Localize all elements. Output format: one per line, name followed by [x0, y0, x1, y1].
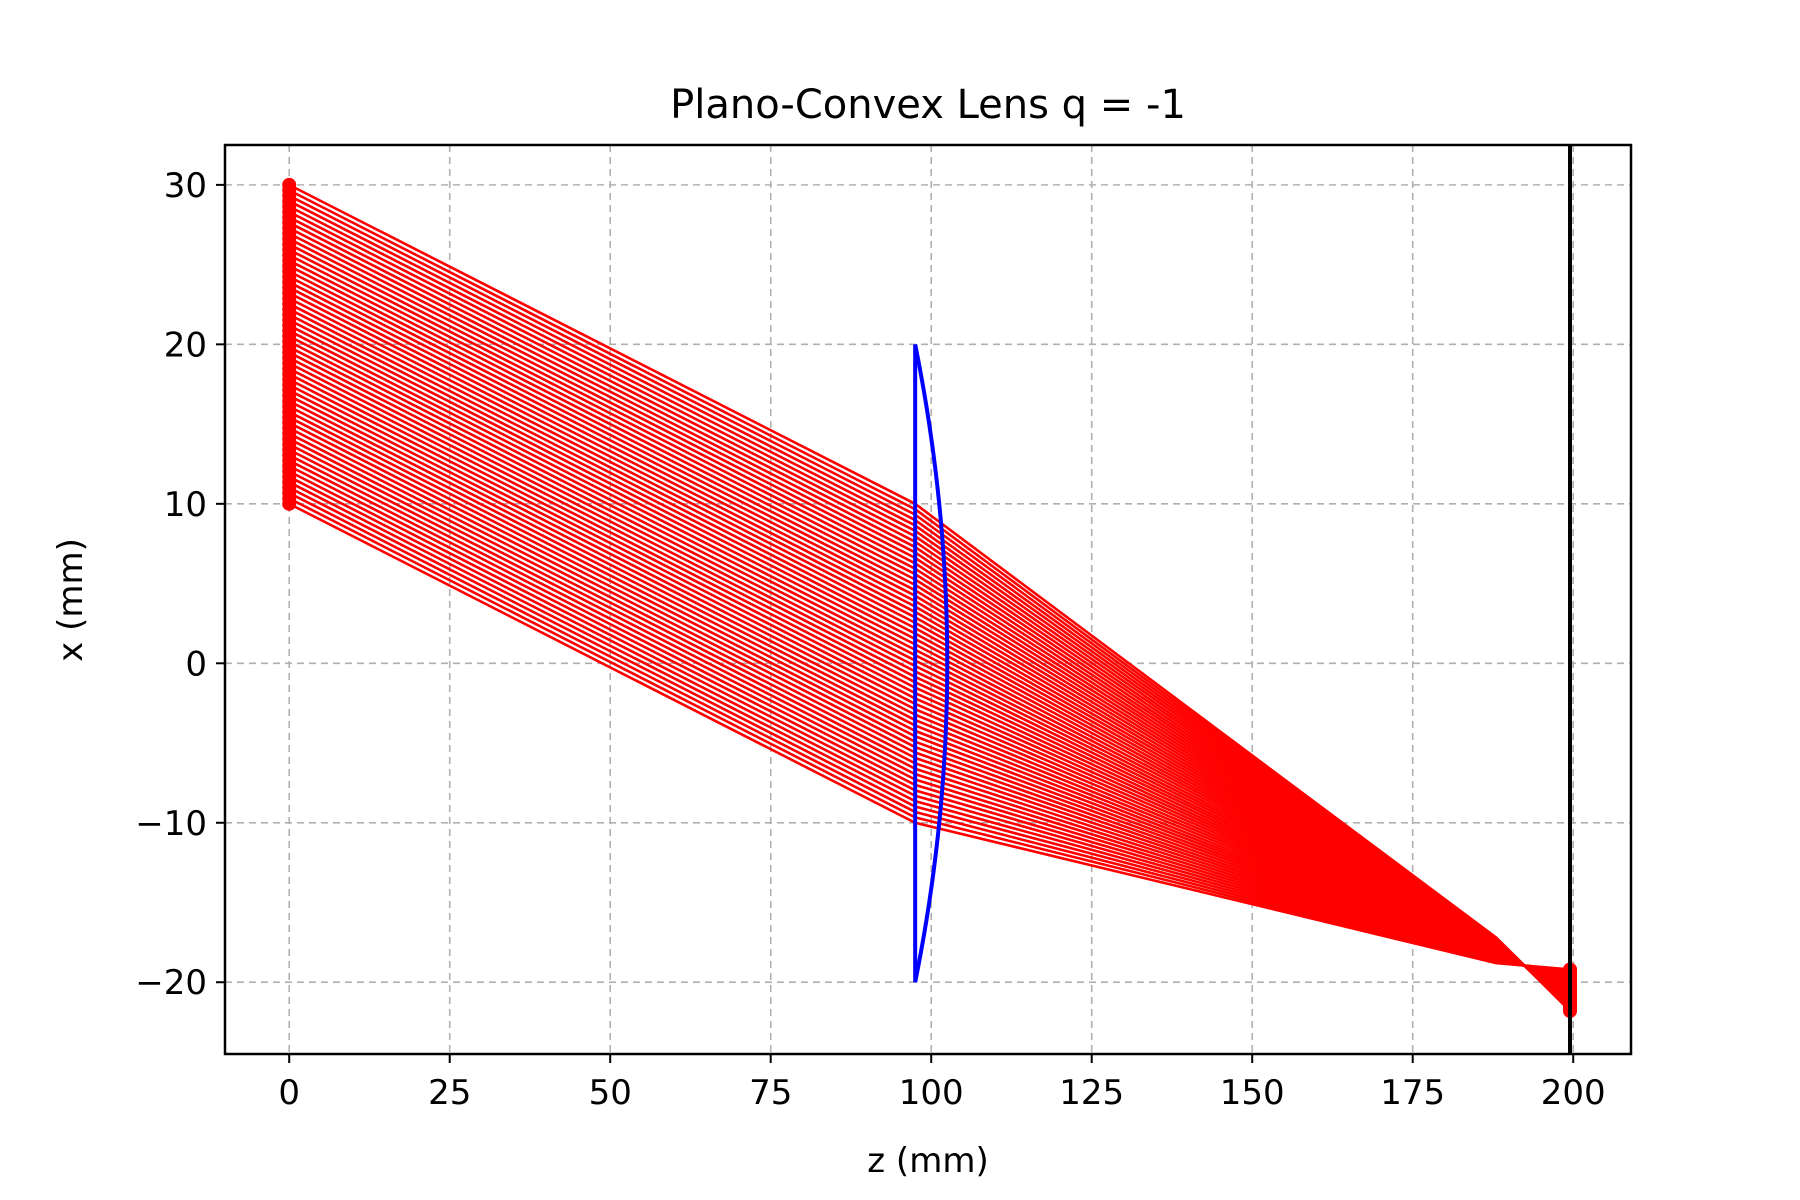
x-axis: 0 25 50 75 100 125 150 175 200: [278, 1054, 1606, 1113]
y-axis: −20 −10 0 10 20 30: [135, 166, 225, 1003]
ray-bundle: [282, 177, 1578, 1018]
x-tick-label-7: 175: [1380, 1073, 1445, 1113]
x-tick-label-1: 25: [428, 1073, 471, 1113]
y-tick-label-4: 20: [164, 325, 207, 365]
x-tick-label-4: 100: [899, 1073, 964, 1113]
x-tick-label-3: 75: [749, 1073, 792, 1113]
x-axis-label: z (mm): [867, 1141, 988, 1181]
y-tick-label-3: 10: [164, 485, 207, 525]
y-tick-label-2: 0: [185, 644, 207, 684]
y-tick-label-5: 30: [164, 166, 207, 206]
ray-start-marker-59: [282, 177, 297, 192]
ray-59: [288, 183, 1571, 1012]
x-tick-label-6: 150: [1220, 1073, 1285, 1113]
chart-title: Plano-Convex Lens q = -1: [670, 82, 1186, 128]
y-tick-label-1: −10: [135, 804, 207, 844]
x-tick-label-8: 200: [1541, 1073, 1606, 1113]
y-tick-label-0: −20: [135, 963, 207, 1003]
lens-convex-surface: [913, 343, 950, 983]
y-axis-label: x (mm): [51, 538, 91, 662]
x-tick-label-5: 125: [1059, 1073, 1124, 1113]
plot-frame: [223, 143, 1633, 1056]
x-tick-label-2: 50: [589, 1073, 632, 1113]
lens: [913, 343, 950, 983]
x-tick-label-0: 0: [278, 1073, 300, 1113]
